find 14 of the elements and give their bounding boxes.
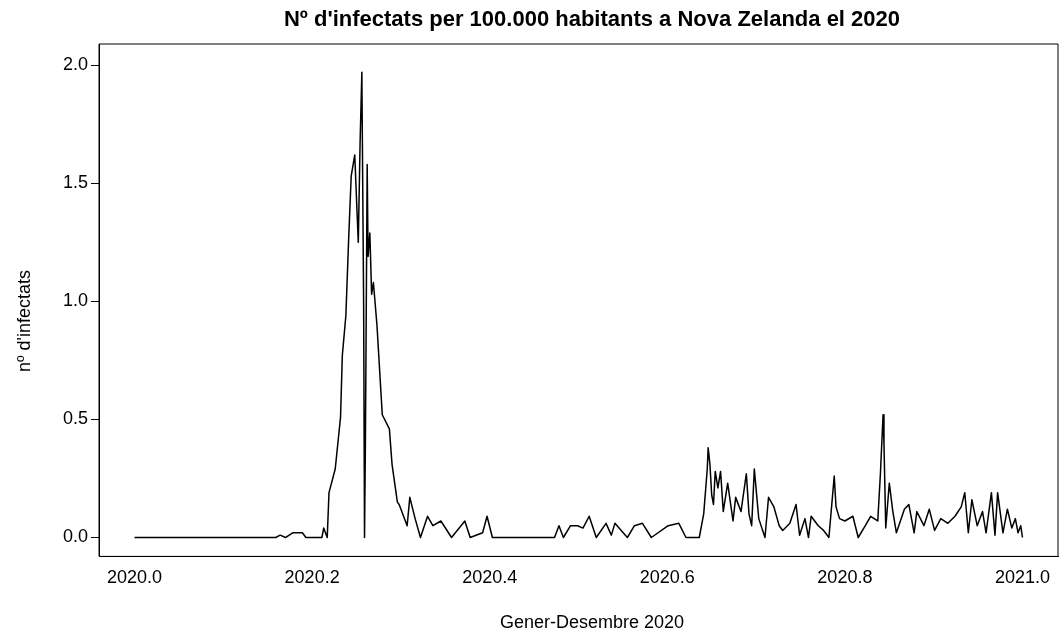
y-tick-label: 1.0	[62, 290, 89, 311]
y-tick-label: 2.0	[62, 54, 89, 75]
y-tick-label: 0.5	[62, 408, 89, 429]
x-tick-label: 2020.6	[639, 567, 695, 588]
y-axis-title: nº d'infectats	[13, 268, 35, 375]
y-tick-label: 1.5	[62, 172, 89, 193]
x-tick-label: 2020.8	[817, 567, 873, 588]
x-tick-label: 2021.0	[994, 567, 1051, 588]
x-tick-label: 2020.4	[462, 567, 518, 588]
x-axis-title: Gener-Desembre 2020	[498, 612, 686, 633]
x-tick-label: 2020.2	[284, 567, 340, 588]
x-tick-label: 2020.0	[107, 567, 163, 588]
y-tick-label: 0.0	[62, 526, 89, 547]
chart-title: Nº d'infectats per 100.000 habitants a Nova Zelanda el 2020	[282, 6, 902, 32]
